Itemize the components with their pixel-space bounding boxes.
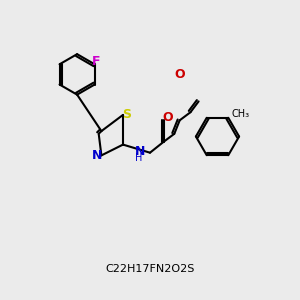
Text: CH₃: CH₃ [231,109,250,119]
Text: O: O [174,68,185,81]
Text: N: N [135,145,146,158]
Text: S: S [123,108,132,122]
Text: N: N [92,149,103,162]
Text: O: O [162,111,173,124]
Text: C22H17FN2O2S: C22H17FN2O2S [105,263,195,274]
Text: F: F [92,55,100,68]
Text: H: H [135,153,142,163]
